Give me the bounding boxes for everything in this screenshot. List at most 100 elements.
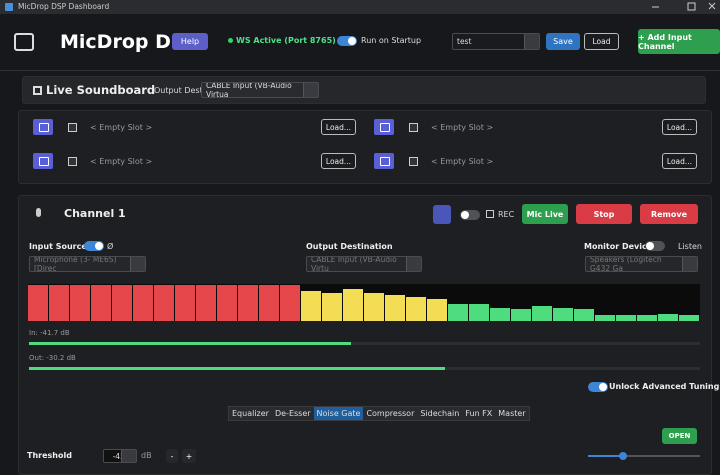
slot-load[interactable]: Load... (662, 153, 697, 169)
listen-label: Listen (678, 242, 702, 251)
soundboard-header (22, 76, 706, 104)
spectrum-bar (133, 285, 153, 321)
slider-fill (588, 455, 623, 457)
spectrum-bar (154, 285, 174, 321)
window-controls[interactable] (650, 0, 720, 14)
param-label: Threshold (27, 451, 72, 460)
app-title: MicDrop DSP (60, 31, 199, 53)
spectrum-bar (616, 314, 636, 321)
slot-stop[interactable] (68, 157, 77, 166)
spectrum-bar (553, 308, 573, 321)
soundboard-panel (18, 110, 712, 184)
input-toggle[interactable] (84, 241, 104, 251)
spectrum-bar (658, 314, 678, 321)
monitor-label: Monitor Device (584, 242, 653, 251)
spectrum-bar (427, 299, 447, 321)
spectrum-bar (49, 285, 69, 321)
spectrum-bar (28, 285, 48, 321)
spectrum-bar (406, 296, 426, 321)
rec-label: REC (498, 210, 515, 219)
separator (0, 70, 720, 71)
tab[interactable]: Noise Gate (313, 407, 364, 420)
spectrum-bar (574, 309, 594, 321)
slot-stop[interactable] (68, 123, 77, 132)
slot-stop[interactable] (409, 157, 418, 166)
tab[interactable]: Compressor (366, 409, 415, 418)
spectrum-bar (322, 292, 342, 321)
tab[interactable]: Master (498, 409, 526, 418)
monitor-select[interactable]: Speakers (Logitech G432 Ga (585, 256, 698, 272)
slot-load[interactable]: Load... (321, 153, 356, 169)
channel-panel (18, 195, 712, 475)
spectrum-bar (595, 314, 615, 321)
mic-icon (36, 208, 41, 217)
slot-play[interactable] (33, 153, 53, 169)
slot-play[interactable] (33, 119, 53, 135)
window-title: MicDrop DSP Dashboard (18, 2, 110, 11)
spectrum-bar (112, 285, 132, 321)
spectrum-bar (217, 285, 237, 321)
spectrum-bar (175, 285, 195, 321)
save-button[interactable]: Save (546, 33, 580, 50)
spectrum-bar (490, 308, 510, 321)
spectrum-bar (532, 305, 552, 321)
spectrum-bar (448, 304, 468, 321)
param-slider[interactable] (588, 452, 700, 460)
slot-load[interactable]: Load... (321, 119, 356, 135)
tab[interactable]: Sidechain (420, 409, 460, 418)
tab[interactable]: Equalizer (232, 409, 269, 418)
output-select[interactable]: CABLE Input (VB-Audio Virtu (306, 256, 422, 272)
slider-knob[interactable] (618, 452, 627, 460)
soundboard-icon (33, 86, 42, 95)
param-unit: dB (141, 451, 152, 460)
preset-select[interactable]: test (452, 33, 540, 50)
channel-icon-button[interactable] (433, 205, 451, 224)
logo (14, 33, 34, 51)
input-select[interactable]: Microphone (3- ME6S) [Direc (29, 256, 146, 272)
spectrum-bar (91, 285, 111, 321)
add-channel-button[interactable]: + Add Input Channel (638, 29, 720, 54)
spectrum-bar (469, 304, 489, 321)
open-button[interactable]: OPEN (662, 428, 697, 444)
meter-label: Out: -30.2 dB (29, 354, 76, 362)
listen-toggle[interactable] (645, 241, 665, 251)
meter-track (29, 342, 700, 345)
stop-button[interactable]: Stop (576, 204, 632, 224)
output-label: Output Destination (306, 242, 393, 251)
load-button[interactable]: Load (584, 33, 619, 50)
help-button[interactable]: Help (172, 33, 208, 50)
meter-label: In: -41.7 dB (29, 329, 70, 337)
output-dest-label: Output Dest: (154, 86, 206, 95)
ws-status: WS Active (Port 8765) (236, 36, 336, 45)
status-dot (228, 38, 233, 43)
spectrum-bar (364, 292, 384, 321)
rec-toggle[interactable] (460, 210, 480, 220)
param-input[interactable]: -45.0 (103, 449, 137, 463)
phase-label: Ø (107, 242, 114, 251)
titlebar (0, 0, 720, 14)
minus-button[interactable]: - (166, 449, 178, 463)
plus-button[interactable]: + (182, 449, 196, 463)
spectrum-bar (679, 314, 699, 321)
spectrum-bar (511, 309, 531, 321)
mic-live-button[interactable]: Mic Live (522, 204, 568, 224)
spectrum-bar (301, 291, 321, 321)
slot-label: < Empty Slot > (431, 123, 494, 132)
soundboard-title: Live Soundboard (46, 83, 156, 97)
slot-play[interactable] (374, 119, 394, 135)
tab[interactable]: Fun FX (465, 409, 493, 418)
input-label: Input Source (29, 242, 87, 251)
spectrum-bar (385, 295, 405, 321)
slot-stop[interactable] (409, 123, 418, 132)
slot-load[interactable]: Load... (662, 119, 697, 135)
advanced-toggle[interactable] (588, 382, 608, 392)
meter-fill (29, 367, 446, 370)
spectrum-bar (259, 285, 279, 321)
rec-icon (486, 210, 494, 218)
remove-button[interactable]: Remove (640, 204, 698, 224)
tab[interactable]: De-Esser (274, 409, 311, 418)
slot-play[interactable] (374, 153, 394, 169)
output-dest-select[interactable]: CABLE Input (VB-Audio Virtua (201, 82, 319, 98)
spectrum (28, 284, 700, 321)
startup-toggle[interactable] (337, 36, 357, 46)
